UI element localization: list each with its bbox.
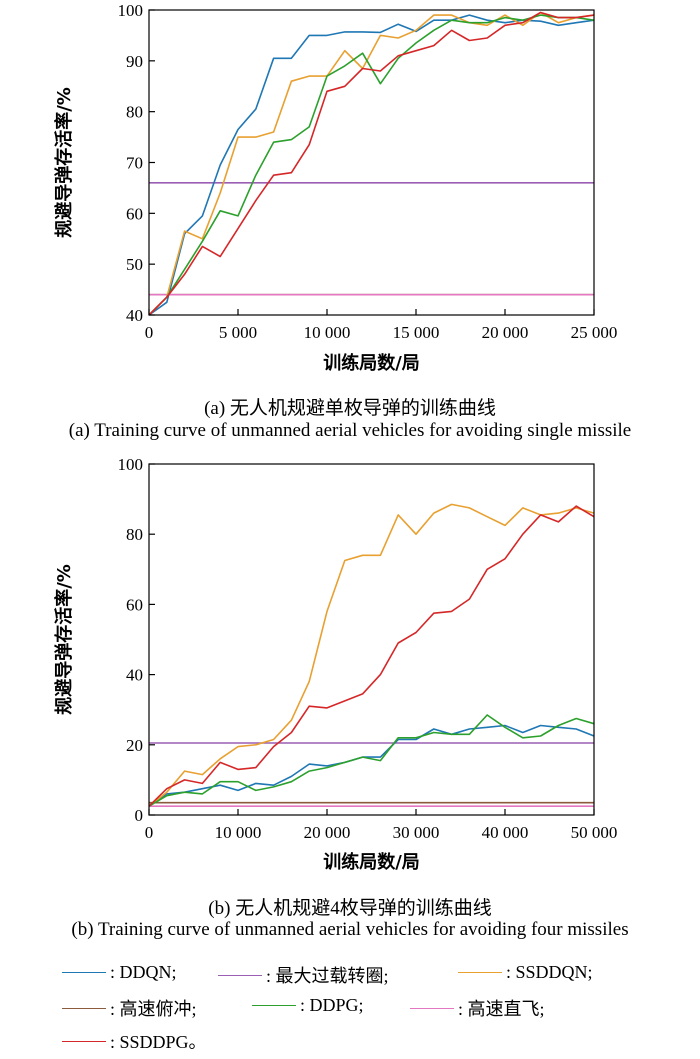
legend-label-high-speed-straight: : 高速直飞; bbox=[458, 999, 545, 1019]
x-tick-label-a: 10 000 bbox=[304, 323, 351, 342]
plot-frame-b bbox=[148, 463, 595, 816]
y-tick-label-b: 80 bbox=[126, 525, 143, 544]
y-tick-label-b: 0 bbox=[135, 806, 144, 825]
y-tick-label-a: 40 bbox=[126, 306, 143, 325]
legend-swatch-high-speed-dive bbox=[62, 1007, 106, 1009]
plot-frame-a bbox=[148, 9, 595, 316]
legend-swatch-high-speed-straight bbox=[410, 1007, 454, 1009]
x-tick-label-b: 50 000 bbox=[571, 823, 618, 842]
legend-item-ssddqn: : SSDDQN; bbox=[458, 962, 593, 983]
x-tick-label-b: 40 000 bbox=[482, 823, 529, 842]
legend-label-ddqn: : DDQN; bbox=[110, 962, 177, 982]
legend-label-ssddqn: : SSDDQN; bbox=[506, 962, 593, 982]
x-tick-label-b: 10 000 bbox=[215, 823, 262, 842]
legend-swatch-max-overload-turn bbox=[218, 974, 262, 976]
legend-swatch-ssddpg bbox=[62, 1040, 106, 1042]
y-axis-title-b: 规避导弹存活率/% bbox=[53, 564, 75, 715]
series-line-a-ssddqn bbox=[148, 11, 595, 316]
legend-item-ssddpg: : SSDDPG。 bbox=[62, 1028, 207, 1054]
x-tick-label-b: 20 000 bbox=[304, 823, 351, 842]
legend-label-max-overload-turn: : 最大过载转圈; bbox=[266, 966, 389, 986]
x-tick-label-a: 20 000 bbox=[482, 323, 529, 342]
legend-item-high-speed-straight: : 高速直飞; bbox=[410, 995, 545, 1021]
chart-a: 0 5 000 10 000 15 000 20 000 25 000 40 50 60 70 80… bbox=[53, 1, 618, 374]
legend-swatch-ssddqn bbox=[458, 972, 502, 973]
x-tick-label-a: 5 000 bbox=[219, 323, 257, 342]
x-tick-label-b: 30 000 bbox=[393, 823, 440, 842]
y-tick-label-a: 80 bbox=[126, 103, 143, 122]
caption-b-en: (b) Training curve of unmanned aerial ve… bbox=[71, 919, 629, 940]
series-line-a-ddqn bbox=[148, 14, 595, 316]
caption-a-cn: (a) 无人机规避单枚导弹的训练曲线 bbox=[204, 398, 496, 419]
x-tick-label-a: 0 bbox=[145, 323, 154, 342]
legend-item-ddqn: : DDQN; bbox=[62, 962, 177, 983]
legend-label-ddpg: : DDPG; bbox=[300, 995, 364, 1015]
y-tick-label-b: 100 bbox=[118, 455, 144, 474]
y-tick-label-a: 90 bbox=[126, 52, 143, 71]
y-tick-label-a: 50 bbox=[126, 255, 143, 274]
legend-swatch-ddqn bbox=[62, 972, 106, 973]
series-line-b-ddpg bbox=[148, 714, 595, 807]
x-tick-label-a: 25 000 bbox=[571, 323, 618, 342]
legend-item-ddpg: : DDPG; bbox=[252, 995, 364, 1016]
series-line-b-ssddqn bbox=[148, 503, 595, 807]
series-line-a-ssddpg bbox=[148, 11, 595, 316]
chart-b: 0 10 000 20 000 30 000 40 000 50 000 0 20 40 60 80… bbox=[53, 455, 618, 873]
x-axis-title-a: 训练局数/局 bbox=[323, 352, 420, 374]
x-tick-label-a: 15 000 bbox=[393, 323, 440, 342]
x-axis-title-b: 训练局数/局 bbox=[323, 851, 420, 873]
legend-label-ssddpg: : SSDDPG。 bbox=[110, 1032, 207, 1052]
legend-item-max-overload-turn: : 最大过载转圈; bbox=[218, 962, 389, 988]
legend: : DDQN; : 最大过载转圈; : SSDDQN; : 高速俯冲; : DD… bbox=[0, 960, 700, 1059]
y-axis-title-a: 规避导弹存活率/% bbox=[53, 87, 75, 238]
legend-swatch-ddpg bbox=[252, 1005, 296, 1006]
y-tick-label-b: 20 bbox=[126, 736, 143, 755]
y-tick-label-a: 100 bbox=[118, 1, 144, 20]
legend-item-high-speed-dive: : 高速俯冲; bbox=[62, 995, 197, 1021]
series-line-b-ddqn bbox=[148, 724, 595, 807]
caption-b-cn: (b) 无人机规避4枚导弹的训练曲线 bbox=[208, 898, 492, 919]
y-tick-label-a: 70 bbox=[126, 154, 143, 173]
caption-a-en: (a) Training curve of unmanned aerial ve… bbox=[68, 420, 632, 441]
y-tick-label-b: 60 bbox=[126, 595, 143, 614]
y-tick-label-a: 60 bbox=[126, 204, 143, 223]
legend-label-high-speed-dive: : 高速俯冲; bbox=[110, 999, 197, 1019]
x-tick-label-b: 0 bbox=[145, 823, 154, 842]
series-line-a-ddpg bbox=[148, 14, 595, 316]
y-tick-label-b: 40 bbox=[126, 666, 143, 685]
series-line-b-ssddpg bbox=[148, 505, 595, 807]
